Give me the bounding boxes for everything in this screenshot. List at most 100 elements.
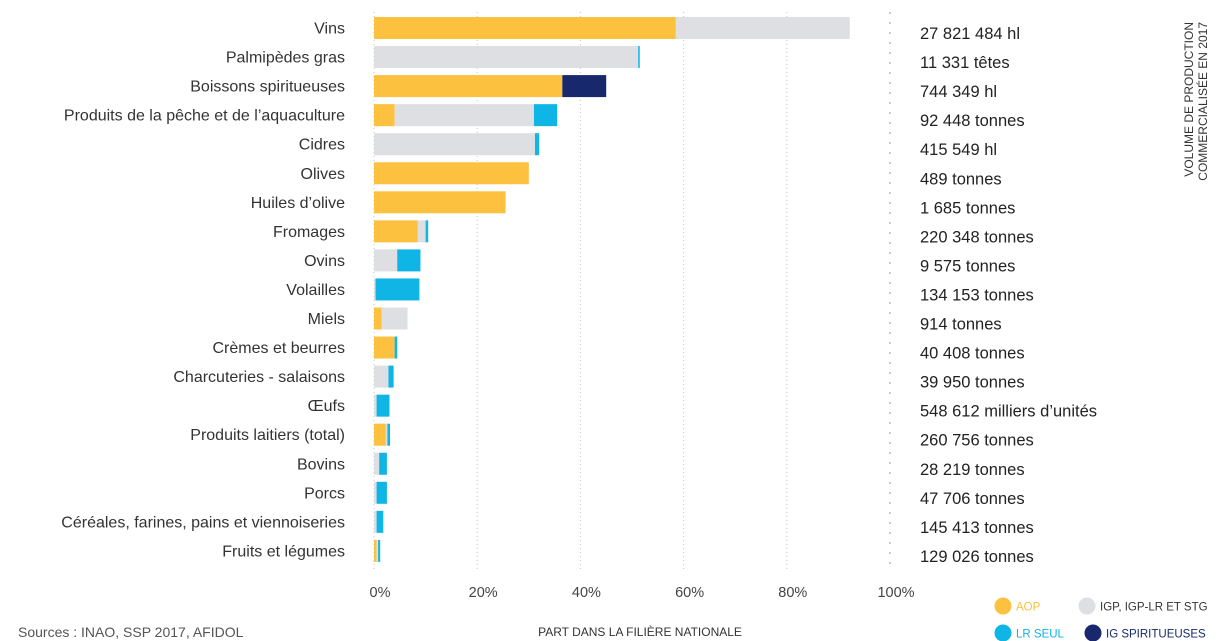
- bar-segment: [562, 75, 607, 98]
- category-label: Volailles: [286, 282, 345, 299]
- volume-label: 27 821 484 hl: [920, 25, 1020, 43]
- bar-segment: [378, 539, 381, 562]
- bar-segment: [374, 75, 563, 98]
- bar-segment: [374, 104, 395, 127]
- bar-segment: [374, 394, 377, 417]
- volume-label: 548 612 milliers d’unités: [920, 403, 1097, 421]
- volume-label: 39 950 tonnes: [920, 374, 1025, 392]
- legend-swatch: [994, 624, 1012, 641]
- bar-segment: [381, 307, 408, 330]
- bar-segment: [374, 278, 376, 301]
- category-label: Palmipèdes gras: [226, 50, 345, 67]
- bar-segment: [376, 510, 384, 533]
- category-label: Céréales, farines, pains et viennoiserie…: [61, 514, 345, 531]
- category-label: Produits de la pêche et de l’aquaculture: [64, 108, 345, 125]
- category-label: Fromages: [273, 224, 345, 241]
- category-label: Bovins: [297, 456, 345, 473]
- bar-segment: [533, 104, 558, 127]
- category-labels: Vins Palmipèdes gras Boissons spiritueuses…: [61, 21, 345, 561]
- x-tick-label: 60%: [675, 585, 704, 601]
- volume-label: 914 tonnes: [920, 316, 1002, 334]
- bar-segment: [374, 162, 529, 185]
- volume-label: 1 685 tonnes: [920, 199, 1015, 217]
- category-label: Produits laitiers (total): [190, 427, 345, 444]
- category-label: Cidres: [299, 137, 345, 154]
- bar-segment: [374, 307, 382, 330]
- bars: [374, 17, 850, 562]
- bar-segment: [387, 423, 390, 446]
- bar-segment: [374, 46, 639, 69]
- bar-segment: [388, 365, 394, 388]
- volume-label: 28 219 tonnes: [920, 461, 1025, 479]
- right-axis-title-line: COMMERCIALISÉE EN 2017: [1195, 22, 1210, 181]
- x-tick-label: 80%: [778, 585, 807, 601]
- x-axis-title: PART DANS LA FILIÈRE NATIONALE: [538, 624, 742, 639]
- bar-segment: [374, 133, 535, 156]
- bar-segment: [374, 249, 398, 272]
- bar-segment: [638, 46, 640, 69]
- category-label: Olives: [301, 166, 345, 183]
- bar-segment: [374, 220, 418, 243]
- category-label: Boissons spiritueuses: [190, 79, 345, 96]
- legend-label: IG SPIRITUEUSES: [1106, 629, 1206, 641]
- bar-segment: [375, 278, 420, 301]
- bar-segment: [376, 539, 379, 562]
- volume-label: 9 575 tonnes: [920, 257, 1015, 275]
- category-label: Ovins: [304, 253, 345, 270]
- category-label: Fruits et légumes: [222, 543, 345, 560]
- volume-label: 92 448 tonnes: [920, 112, 1025, 130]
- volume-label: 220 348 tonnes: [920, 228, 1034, 246]
- x-tick-label: 20%: [469, 585, 498, 601]
- bar-segment: [374, 17, 676, 39]
- x-tick-label: 100%: [877, 585, 914, 601]
- legend-swatch: [994, 597, 1012, 615]
- category-label: Miels: [308, 311, 345, 328]
- volume-label: 11 331 têtes: [920, 54, 1010, 72]
- volume-label: 47 706 tonnes: [920, 490, 1025, 508]
- bar-segment: [374, 191, 506, 214]
- right-axis-title-line: VOLUME DE PRODUCTION: [1182, 22, 1196, 177]
- right-axis-title: VOLUME DE PRODUCTION COMMERCIALISÉE EN 20…: [1182, 22, 1210, 181]
- category-label: Vins: [314, 21, 345, 38]
- bar-segment: [379, 452, 387, 475]
- volume-label: 415 549 hl: [920, 141, 997, 159]
- bar-segment: [374, 510, 377, 533]
- source-text: Sources : INAO, SSP 2017, AFIDOL: [18, 624, 244, 640]
- bar-segment: [374, 452, 380, 475]
- x-tick-label: 40%: [572, 585, 601, 601]
- bar-segment: [534, 133, 540, 156]
- x-tick-labels: 0% 20% 40% 60% 80% 100%: [370, 585, 915, 601]
- bar-segment: [376, 394, 390, 417]
- category-label: Charcuteries - salaisons: [173, 369, 345, 386]
- bar-segment: [417, 220, 426, 243]
- legend-label: LR SEUL: [1016, 629, 1065, 641]
- volume-label: 260 756 tonnes: [920, 432, 1034, 450]
- volume-label: 489 tonnes: [920, 170, 1002, 188]
- bar-segment: [374, 423, 386, 446]
- bar-segment: [376, 481, 387, 504]
- volume-label: 134 153 tonnes: [920, 286, 1034, 304]
- bar-segment: [394, 104, 534, 127]
- bar-segment: [394, 336, 398, 359]
- bar-segment: [374, 336, 395, 359]
- category-label: Porcs: [304, 485, 345, 502]
- bar-segment: [675, 17, 850, 39]
- legend-swatch: [1078, 597, 1096, 615]
- legend-label: AOP: [1016, 602, 1041, 614]
- bar-segment: [397, 249, 421, 272]
- bar-segment: [374, 481, 377, 504]
- bar-segment: [374, 365, 389, 388]
- volume-label: 744 349 hl: [920, 83, 997, 101]
- legend-label: IGP, IGP-LR ET STG: [1100, 602, 1208, 614]
- x-tick-label: 0%: [370, 585, 391, 601]
- bar-segment: [425, 220, 429, 243]
- category-label: Huiles d’olive: [251, 195, 345, 212]
- volume-labels: 27 821 484 hl 11 331 têtes 744 349 hl 92 44…: [920, 25, 1097, 566]
- volume-label: 129 026 tonnes: [920, 548, 1034, 566]
- bar-segment: [385, 423, 388, 446]
- category-label: Crèmes et beurres: [213, 340, 346, 357]
- category-label: Œufs: [308, 398, 345, 415]
- legend: AOP IGP, IGP-LR ET STG LR SEUL IG SPIRITUEU…: [994, 597, 1208, 641]
- legend-swatch: [1084, 624, 1102, 641]
